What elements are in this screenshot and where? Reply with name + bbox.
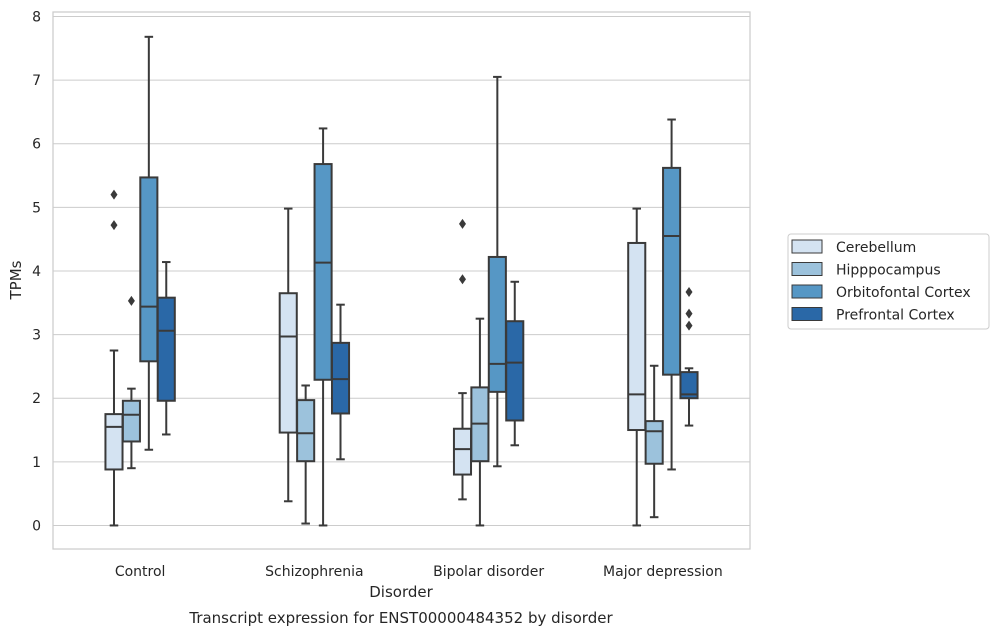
legend-swatch <box>791 262 823 276</box>
chart-caption: Transcript expression for ENST0000048435… <box>188 609 613 627</box>
outlier-point <box>458 218 466 229</box>
iqr-box <box>679 371 699 400</box>
outlier-point <box>685 320 693 331</box>
iqr-box <box>627 241 647 432</box>
iqr-box <box>121 399 141 443</box>
iqr-box <box>662 166 682 376</box>
outlier-point <box>127 295 135 306</box>
legend-label: Orbitofontal Cortex <box>836 285 971 301</box>
iqr-box <box>139 176 159 363</box>
box-3-1 <box>330 303 351 461</box>
box-2-3 <box>662 118 682 471</box>
x-tick-labels: Control Schizophrenia Bipolar disorder Majo… <box>115 564 723 580</box>
plot-frame <box>52 11 751 550</box>
y-tick-label: 2 <box>32 391 41 407</box>
iqr-box <box>505 320 525 422</box>
y-tick-label: 7 <box>32 73 41 89</box>
y-tick-label: 1 <box>32 455 41 471</box>
outlier-point <box>458 274 466 285</box>
box-0-2 <box>452 218 473 501</box>
iqr-box <box>296 399 316 463</box>
y-tick-label: 8 <box>32 9 41 25</box>
box-1-1 <box>296 384 316 525</box>
box-2-1 <box>313 127 333 527</box>
iqr-box <box>487 255 507 393</box>
box-1-0 <box>121 295 141 470</box>
outlier-point <box>110 220 118 231</box>
box-2-0 <box>139 35 159 451</box>
legend-label: Prefrontal Cortex <box>836 308 955 324</box>
box-0-1 <box>278 207 298 503</box>
iqr-box <box>104 413 124 471</box>
x-tick-label: Bipolar disorder <box>433 564 544 580</box>
x-tick-label: Control <box>115 564 166 580</box>
iqr-box <box>278 292 298 434</box>
iqr-box <box>313 163 333 381</box>
legend: Cerebellum Hipppocampus Orbitofontal Corte… <box>787 233 990 330</box>
iqr-box <box>156 296 176 402</box>
legend-swatch <box>791 284 823 299</box>
y-tick-labels: 0 1 2 3 4 5 6 7 8 <box>32 9 41 534</box>
legend-frame <box>787 233 990 330</box>
legend-swatch <box>791 307 823 321</box>
outlier-point <box>110 189 118 200</box>
legend-swatch <box>791 239 823 254</box>
outlier-point <box>685 286 693 297</box>
y-tick-label: 5 <box>32 200 41 216</box>
y-axis-label: TPMs <box>7 260 25 300</box>
legend-label: Cerebellum <box>836 240 916 256</box>
x-tick-label: Schizophrenia <box>265 564 363 580</box>
x-axis-label: Disorder <box>369 583 433 601</box>
iqr-box <box>452 427 473 476</box>
y-tick-label: 4 <box>32 264 41 280</box>
box-0-3 <box>627 207 647 527</box>
box-3-2 <box>505 280 525 447</box>
box-3-0 <box>156 261 176 436</box>
iqr-box <box>644 420 664 465</box>
y-tick-label: 6 <box>32 137 41 153</box>
y-tick-label: 0 <box>32 518 41 534</box>
box-3-3 <box>679 286 699 427</box>
x-tick-label: Major depression <box>603 564 723 580</box>
legend-label: Hipppocampus <box>836 263 941 279</box>
y-tick-label: 3 <box>32 328 41 344</box>
outlier-point <box>685 308 693 319</box>
box-1-2 <box>470 317 490 527</box>
box-series <box>104 35 699 527</box>
box-1-3 <box>644 364 664 519</box>
